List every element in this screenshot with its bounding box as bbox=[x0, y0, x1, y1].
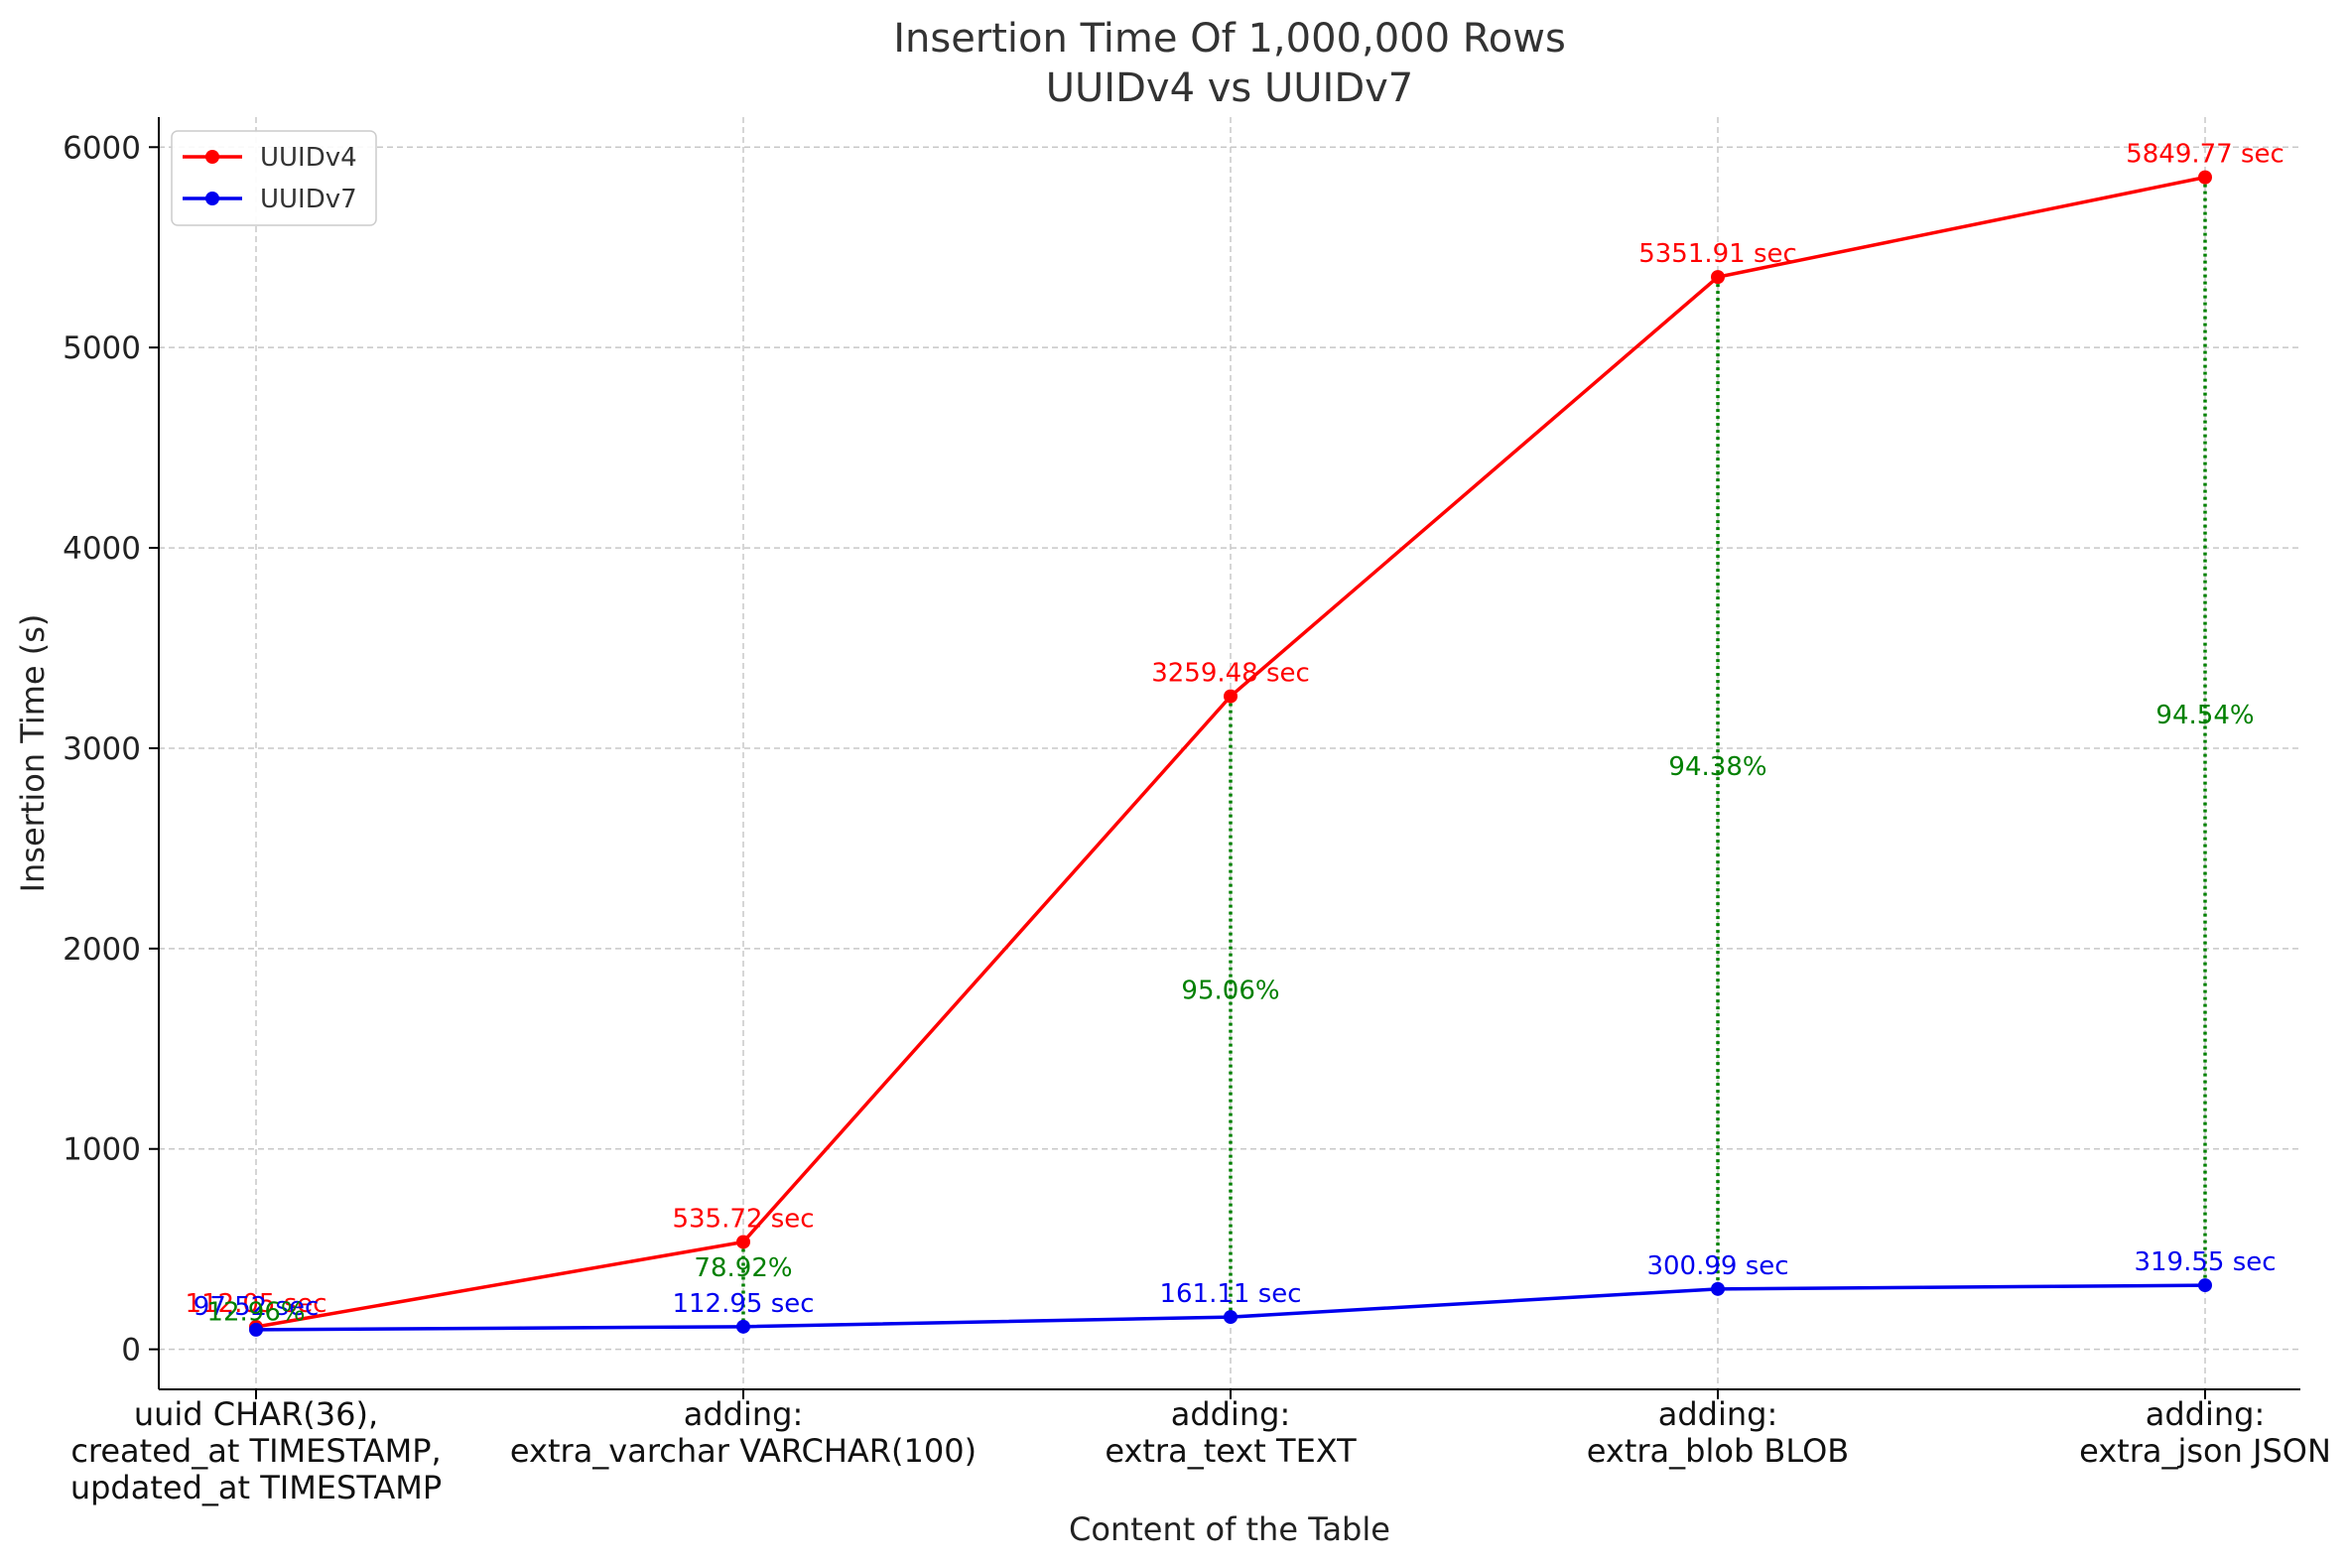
data-label: 300.99 sec bbox=[1646, 1251, 1788, 1281]
x-tick-label: uuid CHAR(36), bbox=[134, 1395, 378, 1433]
data-point bbox=[2198, 1278, 2212, 1293]
x-tick-label: extra_text TEXT bbox=[1105, 1432, 1357, 1470]
data-label: 319.55 sec bbox=[2134, 1247, 2276, 1277]
data-label: 5351.91 sec bbox=[1638, 239, 1797, 269]
legend-box bbox=[171, 130, 377, 226]
data-label: 97.52 sec bbox=[194, 1292, 320, 1322]
data-label: 3259.48 sec bbox=[1151, 659, 1310, 689]
legend-label: UUIDv4 bbox=[260, 143, 357, 173]
x-axis-label: Content of the Table bbox=[1069, 1510, 1390, 1548]
data-label: 161.11 sec bbox=[1159, 1279, 1301, 1309]
x-tick-label: created_at TIMESTAMP, bbox=[70, 1432, 441, 1470]
axes: 0 1000 2000 3000 4000 5000 6000 uuid CHAR(36),c… bbox=[14, 117, 2331, 1548]
x-tick-label: extra_blob BLOB bbox=[1587, 1432, 1849, 1470]
x-tick-label: adding: bbox=[1171, 1395, 1291, 1433]
y-tick-label: 5000 bbox=[63, 330, 141, 366]
x-tick-label: adding: bbox=[1658, 1395, 1778, 1433]
data-point bbox=[1224, 1310, 1238, 1325]
x-tick-label: extra_json JSON bbox=[2079, 1432, 2331, 1470]
title-line: UUIDv4 vs UUIDv7 bbox=[1046, 65, 1414, 111]
x-tick-label: adding: bbox=[684, 1395, 804, 1433]
x-tick-label: updated_at TIMESTAMP bbox=[70, 1469, 442, 1506]
data-point bbox=[1711, 1281, 1725, 1296]
data-label: 535.72 sec bbox=[672, 1204, 814, 1234]
improvement-label: 12.96% bbox=[206, 1297, 305, 1327]
x-tick-label: extra_varchar VARCHAR(100) bbox=[510, 1432, 977, 1470]
data-point bbox=[736, 1235, 750, 1249]
y-tick-label: 1000 bbox=[63, 1132, 141, 1168]
title-line: Insertion Time Of 1,000,000 Rows bbox=[893, 16, 1566, 62]
data-labels: 112.05 sec 535.72 sec 3259.48 sec 5351.91 s… bbox=[185, 140, 2283, 1328]
y-tick-label: 3000 bbox=[63, 731, 141, 767]
series bbox=[249, 170, 2212, 1337]
y-tick-label: 2000 bbox=[63, 932, 141, 968]
improvement-label: 94.54% bbox=[2155, 701, 2254, 730]
data-point bbox=[249, 1322, 263, 1337]
data-point bbox=[1224, 689, 1238, 704]
data-point bbox=[2198, 170, 2212, 185]
improvement-label: 94.38% bbox=[1668, 752, 1766, 782]
y-tick-label: 0 bbox=[121, 1333, 141, 1369]
data-point bbox=[1711, 270, 1725, 285]
data-label: 5849.77 sec bbox=[2126, 140, 2284, 170]
data-label: 112.05 sec bbox=[185, 1289, 326, 1319]
x-tick-label: adding: bbox=[2146, 1395, 2266, 1433]
legend-marker bbox=[205, 150, 219, 164]
y-tick-label: 4000 bbox=[63, 531, 141, 567]
improvement-label: 78.92% bbox=[694, 1253, 792, 1283]
y-axis-label: Insertion Time (s) bbox=[14, 614, 52, 893]
legend-label: UUIDv7 bbox=[260, 185, 357, 214]
legend: UUIDv4 UUIDv7 bbox=[171, 130, 377, 226]
data-point bbox=[736, 1319, 750, 1334]
improvement-label: 95.06% bbox=[1181, 976, 1279, 1005]
y-tick-label: 6000 bbox=[63, 130, 141, 166]
data-label: 112.95 sec bbox=[672, 1289, 814, 1319]
legend-marker bbox=[205, 192, 219, 205]
